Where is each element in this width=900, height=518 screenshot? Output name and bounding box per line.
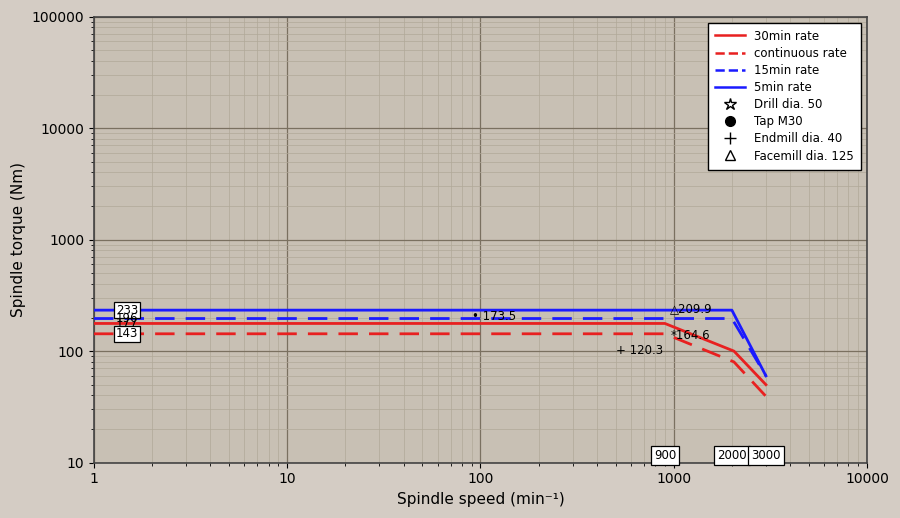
- Text: + 120.3: + 120.3: [616, 344, 662, 357]
- X-axis label: Spindle speed (min⁻¹): Spindle speed (min⁻¹): [397, 492, 564, 507]
- Text: 900: 900: [653, 449, 676, 463]
- Text: • 173.5: • 173.5: [472, 310, 516, 323]
- Text: △209.9: △209.9: [670, 302, 713, 315]
- Text: 3000: 3000: [752, 449, 780, 463]
- Text: *164.6: *164.6: [670, 329, 710, 342]
- Text: 177: 177: [116, 317, 139, 330]
- Text: 196: 196: [116, 312, 139, 325]
- Y-axis label: Spindle torque (Nm): Spindle torque (Nm): [11, 162, 26, 317]
- Text: 233: 233: [116, 304, 139, 316]
- Text: 143: 143: [116, 327, 139, 340]
- Legend: 30min rate, continuous rate, 15min rate, 5min rate, Drill dia. 50, Tap M30, Endm: 30min rate, continuous rate, 15min rate,…: [708, 22, 861, 169]
- Text: 2000: 2000: [717, 449, 747, 463]
